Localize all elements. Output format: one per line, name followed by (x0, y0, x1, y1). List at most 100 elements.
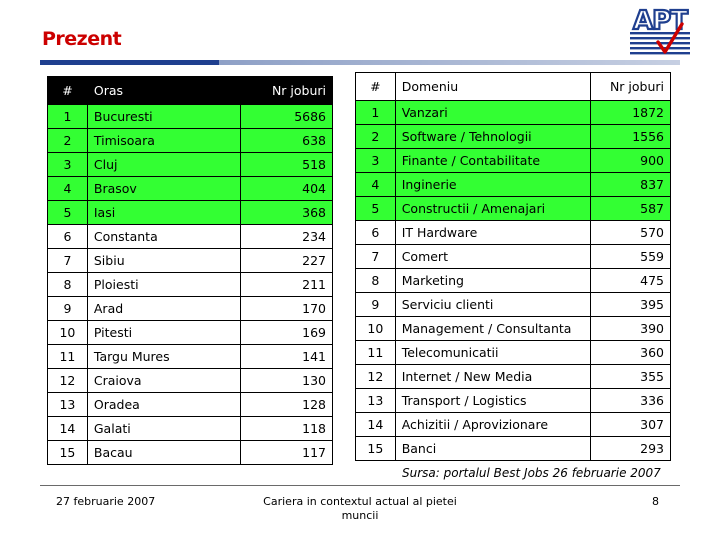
footer-date: 27 februarie 2007 (56, 495, 156, 508)
domain-name-cell: Banci (394, 436, 592, 461)
domain-row: 4 Inginerie 837 (355, 172, 671, 197)
page-number: 8 (652, 495, 659, 508)
domains-header-index: # (355, 72, 396, 101)
domain-rank-cell: 11 (355, 340, 396, 365)
domain-jobs-cell: 559 (590, 244, 671, 269)
city-rank-cell: 5 (47, 200, 88, 225)
domains-table-body: 1 Vanzari 1872 2 Software / Tehnologii 1556 3 F… (355, 100, 671, 461)
city-jobs-cell: 404 (240, 176, 333, 201)
city-name-cell: Galati (86, 416, 242, 441)
domain-name-cell: Internet / New Media (394, 364, 592, 389)
cities-header-jobs: Nr joburi (240, 76, 333, 105)
domain-rank-cell: 13 (355, 388, 396, 413)
city-name-cell: Bucuresti (86, 104, 242, 129)
city-jobs-cell: 141 (240, 344, 333, 369)
domains-header-domain: Domeniu (394, 72, 592, 101)
domain-name-cell: Inginerie (394, 172, 592, 197)
domain-rank-cell: 4 (355, 172, 396, 197)
domain-jobs-cell: 395 (590, 292, 671, 317)
footer-title: Cariera in contextul actual al pietei mu… (263, 495, 457, 522)
domain-name-cell: IT Hardware (394, 220, 592, 245)
city-row: 8 Ploiesti 211 (47, 272, 333, 297)
domain-name-cell: Finante / Contabilitate (394, 148, 592, 173)
domain-row: 2 Software / Tehnologii 1556 (355, 124, 671, 149)
domain-jobs-cell: 475 (590, 268, 671, 293)
city-name-cell: Pitesti (86, 320, 242, 345)
city-name-cell: Cluj (86, 152, 242, 177)
city-rank-cell: 15 (47, 440, 88, 465)
domain-name-cell: Software / Tehnologii (394, 124, 592, 149)
city-row: 1 Bucuresti 5686 (47, 104, 333, 129)
city-name-cell: Iasi (86, 200, 242, 225)
cities-header-index: # (47, 76, 88, 105)
city-rank-cell: 7 (47, 248, 88, 273)
city-jobs-cell: 130 (240, 368, 333, 393)
city-row: 3 Cluj 518 (47, 152, 333, 177)
apt-logo: APT (630, 5, 690, 55)
city-name-cell: Ploiesti (86, 272, 242, 297)
source-note: Sursa: portalul Best Jobs 26 februarie 2… (402, 466, 661, 480)
city-row: 7 Sibiu 227 (47, 248, 333, 273)
domain-jobs-cell: 570 (590, 220, 671, 245)
city-rank-cell: 10 (47, 320, 88, 345)
domain-rank-cell: 3 (355, 148, 396, 173)
city-jobs-cell: 169 (240, 320, 333, 345)
city-row: 14 Galati 118 (47, 416, 333, 441)
domain-row: 11 Telecomunicatii 360 (355, 340, 671, 365)
city-name-cell: Bacau (86, 440, 242, 465)
domain-row: 13 Transport / Logistics 336 (355, 388, 671, 413)
domain-row: 6 IT Hardware 570 (355, 220, 671, 245)
city-name-cell: Craiova (86, 368, 242, 393)
city-row: 5 Iasi 368 (47, 200, 333, 225)
domain-row: 1 Vanzari 1872 (355, 100, 671, 125)
city-jobs-cell: 211 (240, 272, 333, 297)
domain-jobs-cell: 900 (590, 148, 671, 173)
city-name-cell: Constanta (86, 224, 242, 249)
city-name-cell: Timisoara (86, 128, 242, 153)
city-row: 10 Pitesti 169 (47, 320, 333, 345)
domain-rank-cell: 5 (355, 196, 396, 221)
city-name-cell: Arad (86, 296, 242, 321)
domain-rank-cell: 7 (355, 244, 396, 269)
domain-name-cell: Telecomunicatii (394, 340, 592, 365)
domain-name-cell: Management / Consultanta (394, 316, 592, 341)
domain-row: 7 Comert 559 (355, 244, 671, 269)
city-rank-cell: 9 (47, 296, 88, 321)
domain-rank-cell: 2 (355, 124, 396, 149)
domain-name-cell: Transport / Logistics (394, 388, 592, 413)
domain-jobs-cell: 1556 (590, 124, 671, 149)
city-row: 2 Timisoara 638 (47, 128, 333, 153)
city-row: 13 Oradea 128 (47, 392, 333, 417)
domain-jobs-cell: 355 (590, 364, 671, 389)
domain-row: 8 Marketing 475 (355, 268, 671, 293)
domain-name-cell: Comert (394, 244, 592, 269)
city-row: 6 Constanta 234 (47, 224, 333, 249)
city-rank-cell: 1 (47, 104, 88, 129)
city-jobs-cell: 118 (240, 416, 333, 441)
domain-rank-cell: 6 (355, 220, 396, 245)
city-row: 11 Targu Mures 141 (47, 344, 333, 369)
footer-divider (40, 485, 680, 486)
city-jobs-cell: 638 (240, 128, 333, 153)
city-jobs-cell: 117 (240, 440, 333, 465)
city-rank-cell: 13 (47, 392, 88, 417)
city-rank-cell: 4 (47, 176, 88, 201)
city-jobs-cell: 227 (240, 248, 333, 273)
domain-rank-cell: 10 (355, 316, 396, 341)
city-rank-cell: 3 (47, 152, 88, 177)
city-name-cell: Oradea (86, 392, 242, 417)
slide-title: Prezent (42, 28, 122, 50)
domain-jobs-cell: 587 (590, 196, 671, 221)
domain-row: 9 Serviciu clienti 395 (355, 292, 671, 317)
city-name-cell: Sibiu (86, 248, 242, 273)
domains-table: # Domeniu Nr joburi 1 Vanzari 1872 2 Softwar… (355, 72, 671, 461)
cities-header-row: # Oras Nr joburi (47, 76, 333, 105)
domain-name-cell: Vanzari (394, 100, 592, 125)
city-jobs-cell: 234 (240, 224, 333, 249)
city-rank-cell: 6 (47, 224, 88, 249)
domain-rank-cell: 1 (355, 100, 396, 125)
domain-jobs-cell: 360 (590, 340, 671, 365)
city-rank-cell: 11 (47, 344, 88, 369)
domain-jobs-cell: 307 (590, 412, 671, 437)
domain-rank-cell: 15 (355, 436, 396, 461)
